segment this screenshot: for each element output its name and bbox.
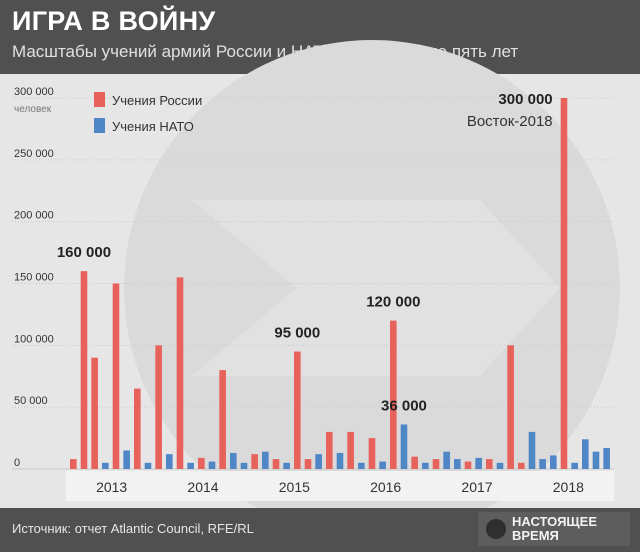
bar-russia <box>219 370 226 469</box>
brand-logo-icon <box>486 519 506 539</box>
annotation-label: 36 000 <box>381 397 427 414</box>
bar-nato <box>422 462 429 469</box>
bar-nato <box>379 461 386 469</box>
year-label: 2016 <box>370 479 401 495</box>
bar-nato <box>102 462 109 469</box>
bar-nato <box>240 462 248 469</box>
annotation-label: 95 000 <box>274 325 320 342</box>
year-label: 2018 <box>553 479 584 495</box>
y-tick-label: 150 000 <box>14 272 54 284</box>
bar-nato <box>187 462 194 469</box>
bar-russia <box>390 320 397 469</box>
brand-logo-line2: ВРЕМЯ <box>512 528 559 543</box>
bar-russia <box>326 431 333 469</box>
bar-russia <box>176 277 184 469</box>
year-label: 2017 <box>461 479 492 495</box>
y-tick-label: 200 000 <box>14 210 54 222</box>
year-axis-strip <box>66 471 614 501</box>
bar-russia <box>304 459 312 469</box>
y-tick-label: 100 000 <box>14 333 54 345</box>
bar-russia <box>80 271 88 469</box>
bar-nato <box>550 455 557 469</box>
year-label: 2014 <box>187 479 218 495</box>
year-label: 2013 <box>96 479 127 495</box>
bar-russia <box>507 345 514 469</box>
y-tick-label: 250 000 <box>14 148 54 160</box>
bar-nato <box>166 454 173 469</box>
bar-nato <box>208 461 216 469</box>
bar-nato <box>400 424 408 469</box>
source-note: Источник: отчет Atlantic Council, RFE/RL <box>12 521 254 536</box>
bar-nato <box>144 462 152 469</box>
background-arrow-decoration <box>192 200 560 376</box>
annotation-label: 160 000 <box>57 244 111 261</box>
bar-nato <box>496 462 504 469</box>
bar-nato <box>315 454 322 469</box>
bar-russia <box>198 457 205 469</box>
legend-label: Учения России <box>112 93 202 108</box>
bar-russia <box>560 98 568 469</box>
bar-nato <box>123 450 130 469</box>
bar-nato <box>454 459 461 469</box>
bar-russia <box>112 283 120 469</box>
bar-nato <box>603 447 610 469</box>
bar-nato <box>230 452 237 469</box>
legend-label: Учения НАТО <box>112 119 194 134</box>
bar-nato <box>571 462 578 469</box>
bar-russia <box>134 388 141 469</box>
bar-russia <box>411 456 418 469</box>
brand-logo: НАСТОЯЩЕЕ ВРЕМЯ <box>478 512 630 546</box>
annotation-label: 300 000 <box>498 91 552 108</box>
bar-russia <box>294 351 301 469</box>
bar-russia <box>251 454 258 469</box>
bar-nato <box>592 451 600 469</box>
bar-nato <box>443 451 450 469</box>
bar-nato <box>358 462 365 469</box>
annotation-label: 120 000 <box>366 294 420 311</box>
bar-russia <box>272 459 280 469</box>
bar-russia <box>70 459 77 469</box>
y-tick-label: 50 000 <box>14 395 48 407</box>
exercise-bar-chart: 0 50 000 100 000 150 000 200 000 250 000 300 0… <box>12 40 620 508</box>
bar-russia <box>518 462 525 469</box>
bar-nato <box>582 439 589 469</box>
bar-russia <box>347 431 354 469</box>
annotation-sublabel: Восток-2018 <box>467 113 553 130</box>
bar-russia <box>432 459 440 469</box>
bar-russia <box>464 461 472 469</box>
bar-russia <box>91 357 98 469</box>
brand-logo-line1: НАСТОЯЩЕЕ <box>512 514 598 529</box>
chart-title: ИГРА В ВОЙНУ <box>12 6 216 36</box>
bar-russia <box>486 459 493 469</box>
y-tick-label: 0 <box>14 457 20 469</box>
legend-swatch <box>94 92 105 107</box>
bar-russia <box>155 345 162 469</box>
bar-nato <box>528 431 536 469</box>
y-tick-label: 300 000 <box>14 86 54 98</box>
bar-nato <box>336 452 344 469</box>
y-axis-unit-label: человек <box>14 104 52 115</box>
bar-nato <box>262 451 269 469</box>
legend-swatch <box>94 118 105 133</box>
bar-russia <box>368 438 376 469</box>
bar-nato <box>475 457 482 469</box>
bar-nato <box>283 462 290 469</box>
bar-nato <box>539 459 546 469</box>
year-label: 2015 <box>279 479 310 495</box>
